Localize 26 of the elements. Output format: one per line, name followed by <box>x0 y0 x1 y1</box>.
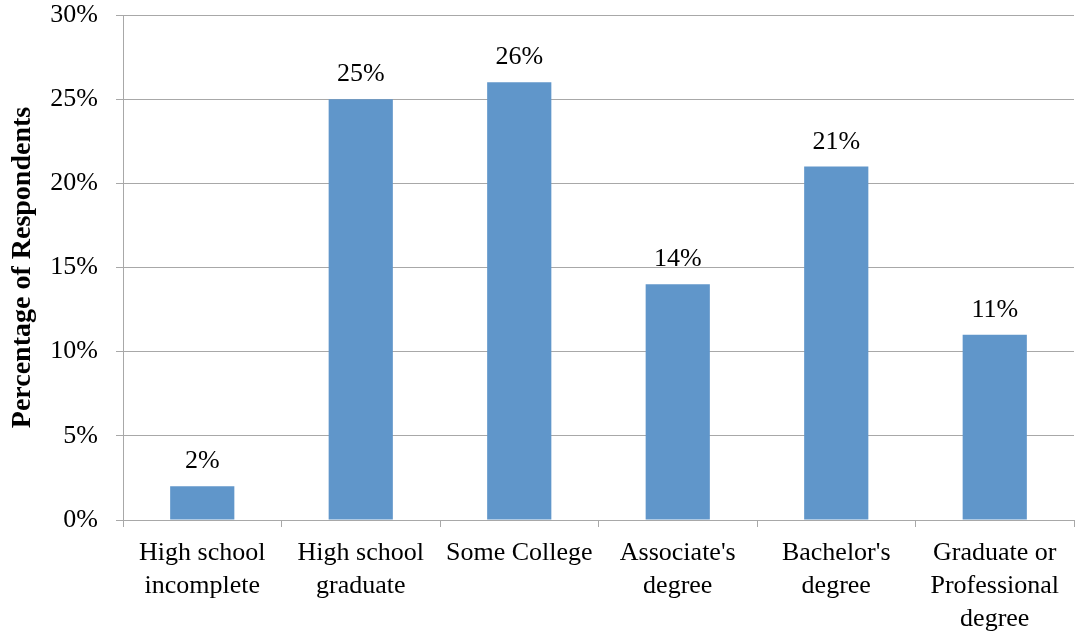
x-tick-label: Bachelor's degree <box>781 537 891 600</box>
data-label: 21% <box>812 125 861 155</box>
data-label: 25% <box>336 58 385 88</box>
bar <box>328 99 393 520</box>
y-tick-label: 0% <box>63 503 98 533</box>
x-tick-label: Graduate or Professional degree <box>930 537 1060 633</box>
data-label: 14% <box>653 243 702 273</box>
bar <box>962 334 1027 520</box>
y-axis-title: Percentage of Respondents <box>5 106 37 429</box>
x-tick-label: Associate's degree <box>619 537 736 600</box>
y-tick-label: 25% <box>50 82 98 112</box>
bar <box>645 284 710 520</box>
bar <box>487 82 552 520</box>
y-tick-label: 10% <box>50 335 98 365</box>
x-tick-label: High school incomplete <box>139 537 266 600</box>
x-tick-label: Some College <box>445 537 593 567</box>
data-label: 26% <box>495 41 544 71</box>
y-tick-label: 30% <box>50 0 98 28</box>
data-label: 2% <box>184 445 220 475</box>
y-tick-label: 5% <box>63 419 98 449</box>
data-label: 11% <box>971 293 1019 323</box>
x-tick-label: High school graduate <box>297 537 424 600</box>
y-tick-label: 20% <box>50 167 98 197</box>
y-tick-label: 15% <box>50 251 98 281</box>
bar <box>804 166 869 520</box>
bar <box>170 486 235 520</box>
